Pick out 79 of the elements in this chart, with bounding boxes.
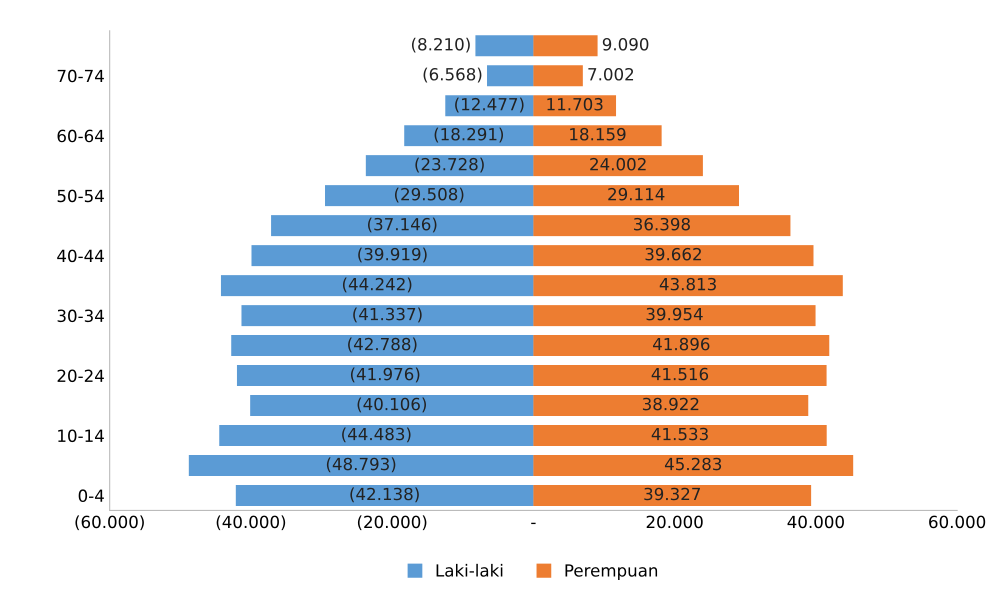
data-label: (42.138) — [350, 487, 419, 502]
data-label: 18.159 — [570, 128, 626, 141]
bar — [533, 335, 830, 356]
bar — [475, 35, 534, 56]
y-tick-label: 10-14 — [58, 429, 104, 442]
legend-label: Laki-laki — [436, 564, 502, 577]
y-tick-label: 40-44 — [57, 250, 104, 262]
data-label: 41.533 — [652, 428, 708, 440]
bar — [241, 305, 534, 326]
data-label: 24.002 — [590, 158, 646, 170]
data-label: (41.337) — [353, 308, 422, 322]
data-label: (40.106) — [358, 397, 426, 412]
bar — [533, 305, 816, 326]
data-label: 45.283 — [664, 458, 722, 470]
data-label: (8.210) — [412, 38, 470, 53]
y-tick-label: 0-4 — [78, 489, 104, 502]
data-label: (6.568) — [424, 68, 482, 83]
data-label: 41.516 — [652, 368, 708, 380]
data-label: 11.703 — [547, 98, 603, 111]
bar — [533, 395, 808, 416]
bar — [251, 245, 534, 266]
data-label: 39.327 — [644, 488, 700, 500]
data-label: (18.291) — [434, 128, 504, 142]
bar — [533, 35, 598, 56]
bar — [219, 425, 534, 446]
data-label: 41.896 — [652, 338, 710, 350]
data-label: 29.114 — [608, 188, 664, 200]
data-label: (37.146) — [368, 218, 436, 232]
data-label: 7.002 — [588, 68, 634, 81]
bar — [220, 275, 534, 296]
bar — [325, 185, 534, 206]
y-tick-label: 50-54 — [58, 190, 104, 202]
y-tick-label: 70-74 — [58, 70, 104, 82]
x-tick-label: (40.000) — [216, 515, 286, 530]
bar — [487, 65, 534, 86]
bar — [533, 215, 790, 236]
y-tick-label: 20-24 — [58, 369, 104, 382]
x-tick-label: 40.000 — [788, 516, 844, 528]
bar — [188, 454, 534, 476]
data-label: (44.242) — [342, 278, 412, 292]
y-tick-label: 30-34 — [58, 310, 104, 322]
bar — [533, 365, 827, 386]
bar — [533, 484, 812, 506]
data-label: 36.398 — [634, 218, 690, 230]
x-tick-label: 20.000 — [646, 516, 703, 528]
data-label: (48.793) — [326, 457, 396, 472]
bar — [533, 125, 662, 146]
bar — [533, 155, 703, 176]
bar — [533, 425, 827, 446]
data-label: (44.483) — [342, 427, 411, 442]
bar — [231, 335, 534, 356]
data-label: (42.788) — [348, 338, 417, 352]
bar — [533, 185, 739, 206]
bar — [250, 395, 534, 416]
data-label: (12.477) — [455, 98, 524, 112]
data-label: (39.919) — [358, 248, 427, 262]
data-label: 38.922 — [642, 398, 698, 410]
x-tick-label: - — [531, 522, 536, 524]
bar — [533, 454, 854, 476]
bar — [533, 65, 583, 86]
bar — [271, 215, 534, 236]
bar — [533, 245, 814, 266]
x-tick-label: (20.000) — [358, 515, 426, 530]
data-label: 43.813 — [660, 278, 716, 290]
bar — [366, 155, 534, 176]
bar — [533, 275, 843, 296]
y-tick-label: 60-64 — [58, 130, 104, 142]
legend-label: Perempuan — [566, 564, 658, 580]
bar — [236, 484, 534, 506]
data-label: 39.662 — [646, 248, 701, 260]
data-label: (23.728) — [415, 158, 484, 172]
data-label: (41.976) — [350, 367, 420, 382]
bar — [404, 125, 534, 146]
data-label: 39.954 — [646, 308, 703, 320]
x-tick-label: (60.000) — [75, 515, 144, 530]
data-label: (29.508) — [394, 188, 464, 202]
bar — [236, 365, 534, 386]
data-label: 9.090 — [602, 38, 648, 51]
x-tick-label: 60.000 — [929, 516, 986, 528]
